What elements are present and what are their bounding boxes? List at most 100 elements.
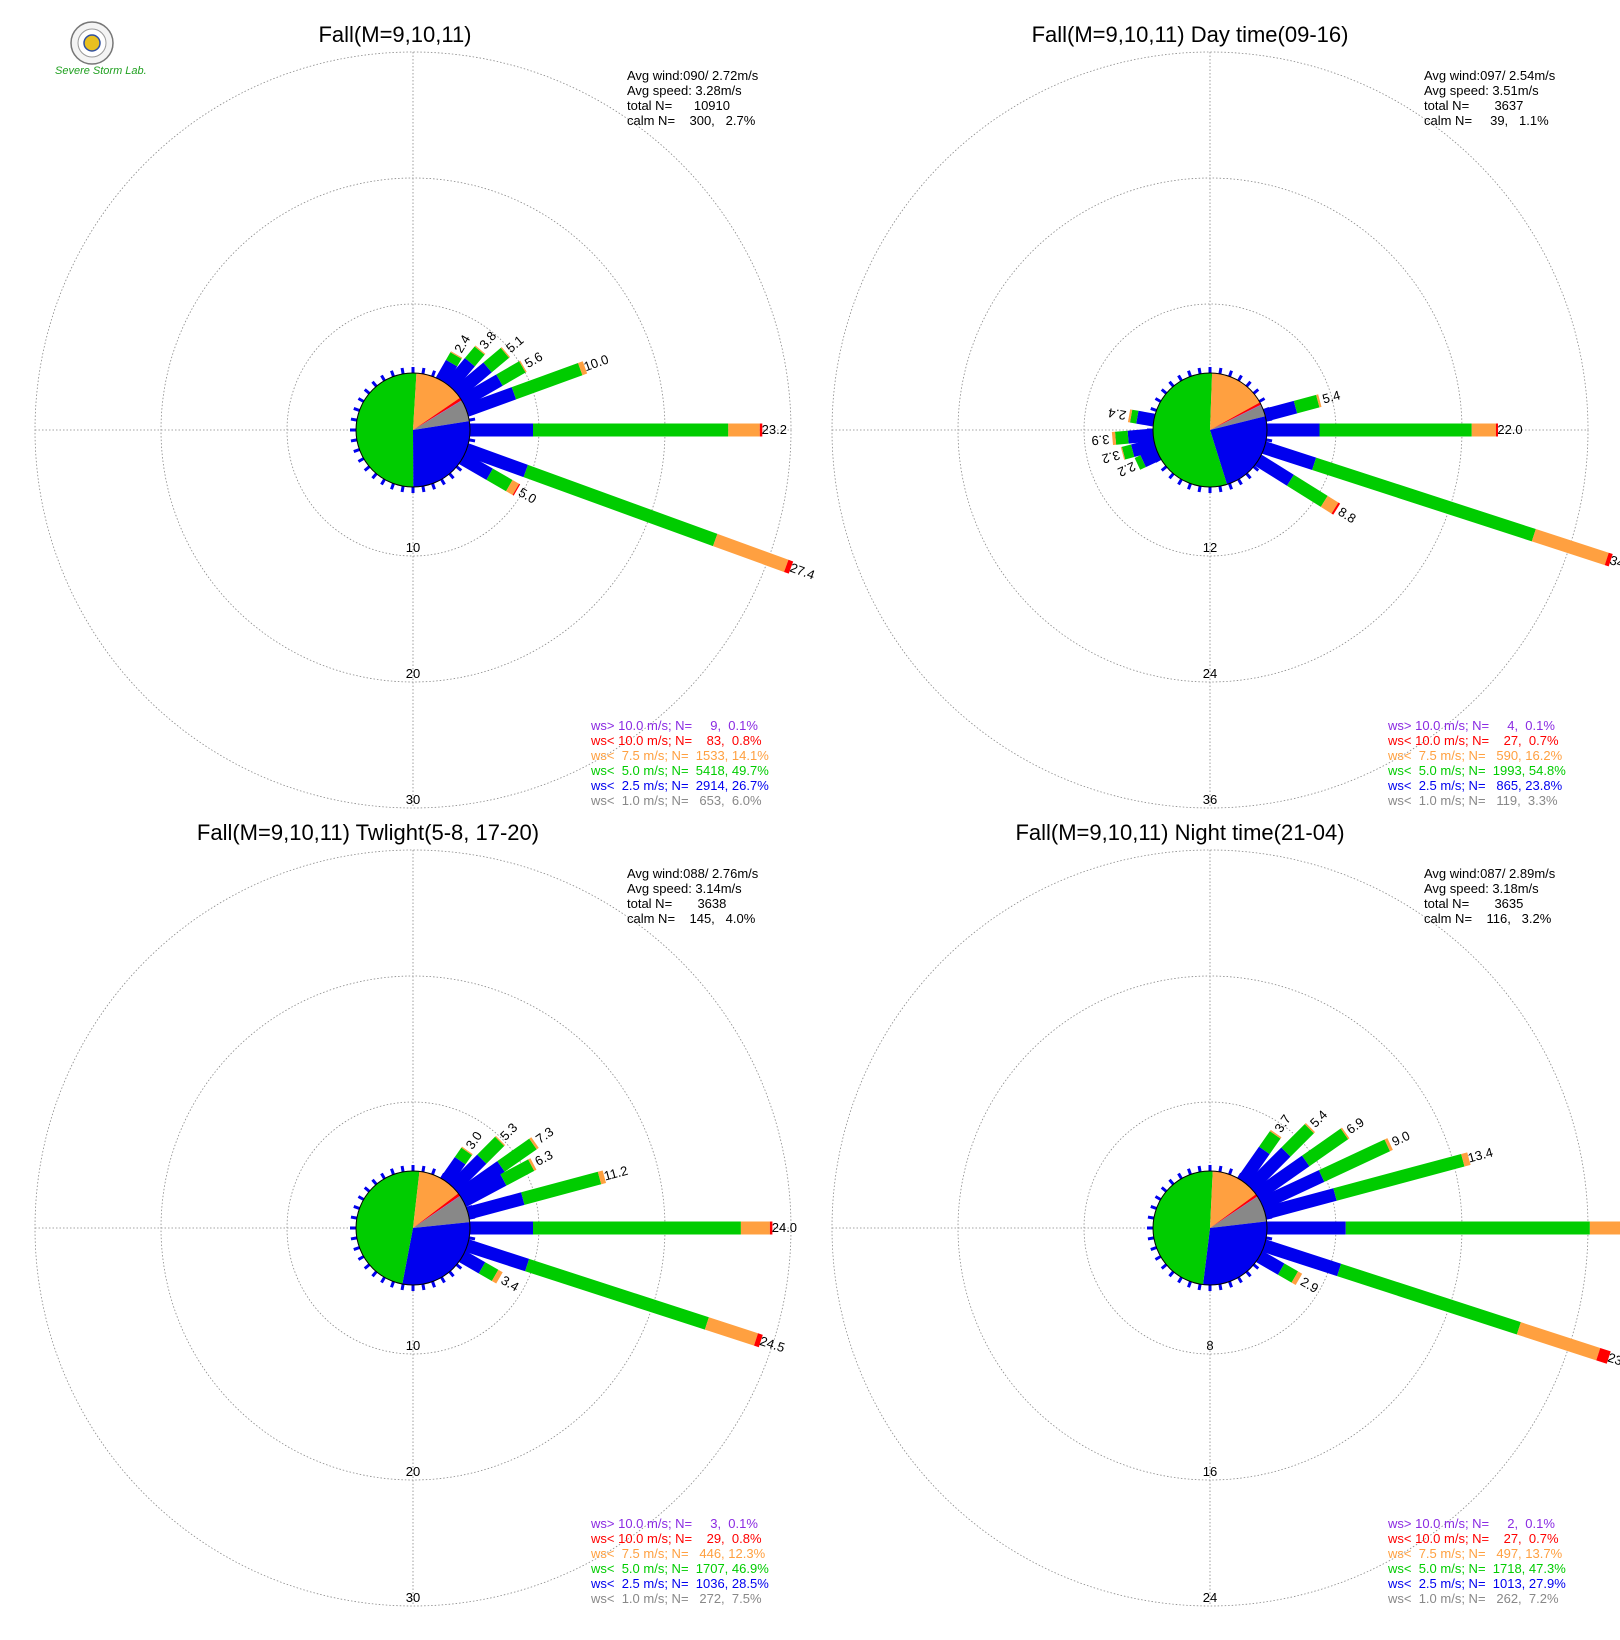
minor-dir-tick xyxy=(353,407,360,412)
legend-entry: ws< 5.0 m/s; N= 1993, 54.8% xyxy=(1387,763,1566,778)
minor-dir-tick xyxy=(1187,1281,1192,1288)
bar-segment-orange xyxy=(1120,446,1126,460)
bar-value-label: 6.3 xyxy=(532,1147,555,1169)
bar-segment-blue xyxy=(1254,454,1294,486)
speed-pie xyxy=(355,372,471,488)
bar-segment-red xyxy=(784,559,794,574)
minor-dir-tick xyxy=(363,1263,371,1270)
bar-segment-blue xyxy=(1245,1147,1291,1193)
legend-entry: ws< 10.0 m/s; N= 29, 0.8% xyxy=(590,1531,762,1546)
stat-line: Avg speed: 3.28m/s xyxy=(627,83,742,98)
wind-bar xyxy=(470,1221,773,1235)
wind-bar xyxy=(440,1146,473,1186)
bar-segment-orange xyxy=(1384,1138,1393,1152)
minor-dir-tick xyxy=(1168,1178,1175,1186)
bar-segment-blue xyxy=(470,1221,533,1235)
minor-dir-tick xyxy=(400,1283,405,1291)
minor-dir-tick xyxy=(1168,380,1175,388)
bar-segment-orange xyxy=(740,1221,770,1235)
bar-segment-green xyxy=(533,423,729,437)
bar-segment-orange xyxy=(1461,1152,1471,1167)
bar-segment-blue xyxy=(1263,1188,1337,1220)
wind-bar xyxy=(464,361,588,417)
bar-segment-blue xyxy=(1258,1170,1325,1210)
ring-label: 24 xyxy=(1203,666,1217,681)
bar-segment-blue xyxy=(1252,1155,1310,1201)
wind-bar xyxy=(1127,409,1155,427)
minor-dir-tick xyxy=(431,483,436,490)
bar-segment-green xyxy=(1333,1153,1465,1201)
bar-value-label: 2.2 xyxy=(1115,459,1138,480)
bar-segment-blue xyxy=(464,387,517,417)
minor-dir-tick xyxy=(380,374,386,382)
pie-slice-green xyxy=(1153,372,1228,487)
bar-value-label: 8.8 xyxy=(1336,504,1359,526)
wind-bar xyxy=(1245,1122,1316,1193)
wind-bar xyxy=(1237,1129,1282,1186)
minor-dir-tick xyxy=(1150,1246,1157,1251)
legend-entry: ws< 2.5 m/s; N= 1036, 28.5% xyxy=(590,1576,769,1591)
bar-segment-orange xyxy=(1471,423,1496,437)
bar-segment-green xyxy=(1281,1124,1314,1157)
legend-entry: ws< 5.0 m/s; N= 1707, 46.9% xyxy=(590,1561,769,1576)
bar-segment-blue xyxy=(459,374,503,408)
minor-dir-tick xyxy=(1237,1276,1243,1284)
bar-value-label: 3.0 xyxy=(463,1129,486,1152)
wind-bar xyxy=(1263,1152,1471,1220)
minor-dir-tick xyxy=(1160,1186,1168,1193)
minor-dir-tick xyxy=(440,1276,446,1284)
minor-dir-tick xyxy=(1252,465,1260,472)
minor-dir-tick xyxy=(1252,1263,1260,1270)
pie-slice-red xyxy=(413,397,462,430)
minor-dir-tick xyxy=(380,1276,386,1284)
minor-dir-tick xyxy=(1150,1205,1157,1210)
minor-dir-tick xyxy=(357,1255,365,1261)
bar-segment-blue xyxy=(470,423,533,437)
minor-dir-tick xyxy=(1218,1165,1223,1173)
bar-segment-green xyxy=(1301,1128,1349,1167)
minor-dir-tick xyxy=(431,1281,436,1288)
stat-line: Avg wind:097/ 2.54m/s xyxy=(1424,68,1556,83)
stat-line: total N= 10910 xyxy=(627,98,730,113)
stat-line: calm N= 116, 3.2% xyxy=(1424,911,1552,926)
bar-segment-green xyxy=(454,1147,472,1165)
wind-bar xyxy=(444,345,486,391)
bar-segment-orange xyxy=(1111,431,1117,446)
legend-entry: ws< 2.5 m/s; N= 1013, 27.9% xyxy=(1387,1576,1566,1591)
minor-dir-tick xyxy=(468,1236,476,1241)
bar-segment-blue xyxy=(466,1192,525,1220)
minor-dir-tick xyxy=(1228,483,1233,490)
minor-dir-tick xyxy=(1154,1255,1162,1261)
minor-dir-tick xyxy=(1263,407,1270,412)
pie-slice-orange xyxy=(413,1171,459,1228)
minor-dir-tick xyxy=(1245,1270,1252,1278)
legend-entry: ws< 1.0 m/s; N= 262, 7.2% xyxy=(1387,1591,1559,1606)
bar-segment-green xyxy=(521,1171,602,1205)
bar-segment-blue xyxy=(1262,441,1317,471)
panel-title: Fall(M=9,10,11) Night time(21-04) xyxy=(1015,820,1344,845)
bar-segment-orange xyxy=(506,479,520,495)
stat-line: Avg wind:088/ 2.76m/s xyxy=(627,866,759,881)
bar-segment-green xyxy=(1259,1131,1281,1155)
bar-value-label: 10.0 xyxy=(582,351,611,374)
bar-segment-green xyxy=(496,361,526,386)
bar-segment-orange xyxy=(712,533,789,572)
minor-dir-tick xyxy=(1168,472,1175,480)
wind-bar xyxy=(1254,454,1341,515)
minor-dir-tick xyxy=(1197,1165,1202,1173)
minor-dir-tick xyxy=(1218,367,1223,375)
bar-value-label: 6.9 xyxy=(1344,1114,1367,1137)
legend-entry: ws< 7.5 m/s; N= 590, 16.2% xyxy=(1387,748,1563,763)
bar-segment-orange xyxy=(450,351,463,359)
panel-title: Fall(M=9,10,11) Day time(09-16) xyxy=(1032,22,1349,47)
bar-segment-blue xyxy=(444,358,475,391)
pie-slice-purple xyxy=(1210,1196,1258,1228)
legend-entry: ws< 7.5 m/s; N= 497, 13.7% xyxy=(1387,1546,1563,1561)
pie-slice-gray xyxy=(1210,405,1266,430)
stat-line: Avg speed: 3.51m/s xyxy=(1424,83,1539,98)
speed-pie xyxy=(1152,1170,1268,1286)
legend-entry: ws< 10.0 m/s; N= 83, 0.8% xyxy=(590,733,762,748)
minor-dir-tick xyxy=(350,1236,358,1241)
minor-dir-tick xyxy=(1147,1215,1155,1220)
minor-dir-tick xyxy=(1150,448,1157,453)
